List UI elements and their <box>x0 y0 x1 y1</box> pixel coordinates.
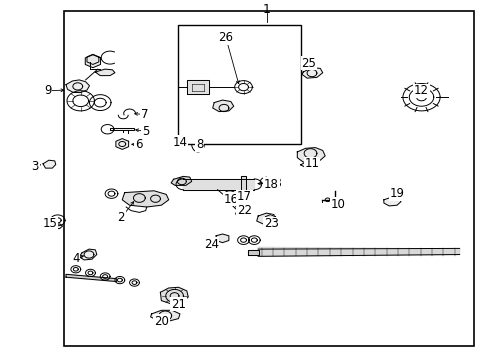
Text: 22: 22 <box>237 204 251 217</box>
Text: 7: 7 <box>140 108 148 121</box>
Polygon shape <box>53 224 62 229</box>
Polygon shape <box>248 250 259 255</box>
Text: 11: 11 <box>304 157 319 170</box>
Polygon shape <box>85 55 101 68</box>
Text: 14: 14 <box>172 136 187 149</box>
Polygon shape <box>297 148 325 163</box>
Text: 23: 23 <box>264 217 278 230</box>
Polygon shape <box>122 191 168 207</box>
Text: 12: 12 <box>413 84 428 97</box>
Polygon shape <box>95 69 115 76</box>
Text: 26: 26 <box>218 31 233 44</box>
Text: 21: 21 <box>171 298 185 311</box>
Text: 9: 9 <box>44 84 52 97</box>
Polygon shape <box>66 80 89 93</box>
Text: 4: 4 <box>72 252 80 265</box>
Text: 2: 2 <box>117 211 125 224</box>
Bar <box>178 25 300 144</box>
Polygon shape <box>43 160 56 168</box>
Text: 16: 16 <box>223 193 238 206</box>
Polygon shape <box>150 310 180 321</box>
Polygon shape <box>258 247 459 256</box>
Polygon shape <box>183 179 254 190</box>
Polygon shape <box>171 176 191 185</box>
Polygon shape <box>116 139 128 149</box>
Polygon shape <box>265 215 275 223</box>
Polygon shape <box>232 200 246 209</box>
Text: 19: 19 <box>389 187 404 200</box>
Polygon shape <box>212 100 233 112</box>
Polygon shape <box>256 213 276 224</box>
Polygon shape <box>110 128 134 130</box>
Polygon shape <box>87 54 99 64</box>
Text: 18: 18 <box>264 178 278 191</box>
Polygon shape <box>300 162 315 167</box>
Polygon shape <box>216 234 228 243</box>
Text: 6: 6 <box>134 138 142 151</box>
Text: 10: 10 <box>330 198 345 211</box>
Polygon shape <box>235 210 245 213</box>
Text: 3: 3 <box>31 160 39 173</box>
Polygon shape <box>383 197 400 206</box>
Text: 8: 8 <box>195 138 203 151</box>
Text: 13: 13 <box>267 177 282 190</box>
Polygon shape <box>186 80 209 94</box>
Bar <box>63 11 473 346</box>
Polygon shape <box>79 249 97 260</box>
Polygon shape <box>241 176 245 192</box>
Polygon shape <box>302 68 322 78</box>
Text: 25: 25 <box>301 57 316 69</box>
Text: 24: 24 <box>203 238 218 251</box>
Text: 5: 5 <box>142 125 149 138</box>
Polygon shape <box>66 274 116 282</box>
Polygon shape <box>160 287 188 304</box>
Text: 20: 20 <box>154 315 168 328</box>
Text: 17: 17 <box>237 190 251 203</box>
Text: 15: 15 <box>42 217 57 230</box>
Text: 1: 1 <box>262 3 270 16</box>
